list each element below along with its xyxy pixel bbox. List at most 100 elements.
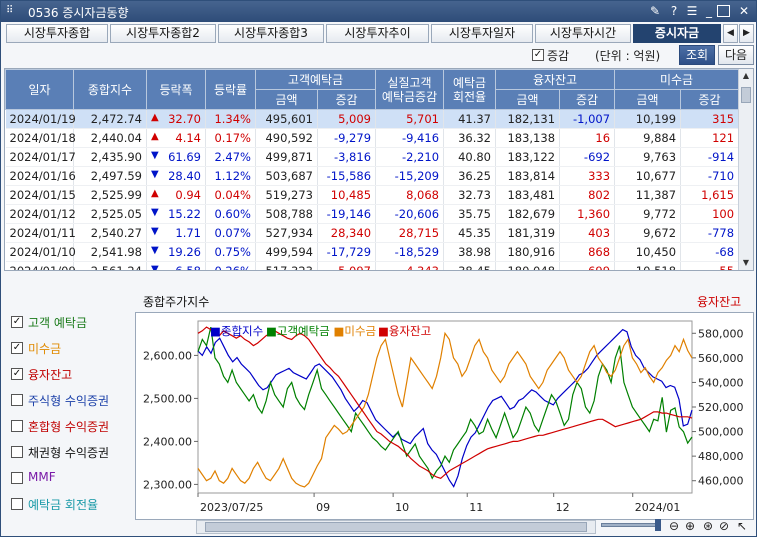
y-right-tick-label: 540,000 [698, 376, 744, 389]
col-unpaid[interactable]: 미수금 [614, 69, 740, 90]
cell-deposit-diff: 5,097 [317, 261, 377, 270]
series-checkbox[interactable] [11, 446, 23, 458]
settings-icon[interactable]: ☰ [686, 4, 698, 18]
cell-rate: 0.07% [205, 223, 256, 243]
cell-deposit-amount: 519,273 [255, 185, 318, 205]
col-real-deposit[interactable]: 실질고객 예탁금증감 [375, 69, 445, 110]
menu-grip-icon[interactable]: ⠿ [6, 5, 13, 16]
cell-real-deposit: -2,210 [375, 147, 445, 167]
down-triangle-icon: ▼ [151, 245, 159, 256]
scroll-up-icon[interactable]: ▲ [742, 71, 750, 80]
series-checkbox[interactable] [11, 498, 23, 510]
series-checkbox[interactable]: ✓ [11, 368, 23, 380]
zoom-slider[interactable] [601, 523, 661, 527]
next-button[interactable]: 다음 [718, 45, 754, 65]
zoom-in-icon[interactable]: ⊕ [685, 519, 696, 533]
legend-entry: ■미수금 [334, 324, 377, 338]
tab-market-summary-3[interactable]: 시장투자종합3 [218, 24, 324, 43]
tab-market-summary[interactable]: 시장투자종합 [6, 24, 108, 43]
title-bar: ⠿ 0536 증시자금동향 ✎ ? ☰ _ ✕ [1, 1, 756, 22]
zoom-reset-icon[interactable]: ⊘ [719, 519, 730, 533]
x-tick-label: 2023/07/25 [200, 501, 263, 514]
table-row[interactable]: 2024/01/10 2,541.98 ▼ 19.26 0.75% 499,594 -17,… [5, 242, 740, 262]
cell-margin-amount: 183,138 [495, 128, 561, 148]
tab-market-summary-2[interactable]: 시장투자종합2 [110, 24, 216, 43]
table-row[interactable]: 2024/01/16 2,497.59 ▼ 28.40 1.12% 503,687 -15,… [5, 166, 740, 186]
y-right-tick-label: 520,000 [698, 401, 744, 414]
query-button[interactable]: 조회 [679, 45, 715, 65]
tab-market-trend[interactable]: 시장투자추이 [326, 24, 429, 43]
col-unpaid-diff[interactable]: 증감 [680, 89, 740, 110]
cell-change: ▼ 1.71 [146, 223, 206, 243]
table-row[interactable]: 2024/01/18 2,440.04 ▲ 4.14 0.17% 490,592 -9,27… [5, 128, 740, 148]
cell-deposit-diff: 10,485 [317, 185, 377, 205]
col-date[interactable]: 일자 [5, 69, 74, 110]
change-checkbox[interactable]: ✓ [532, 49, 544, 61]
cell-unpaid-diff: 315 [680, 109, 740, 129]
scroll-down-icon[interactable]: ▼ [742, 258, 750, 267]
col-deposit[interactable]: 고객예탁금 [254, 69, 377, 90]
zoom-fit-icon[interactable]: ⊛ [703, 519, 714, 533]
cell-margin-amount: 180,048 [495, 261, 561, 270]
cell-real-deposit: -18,529 [375, 242, 445, 262]
series-check-label: 주식형 수익증권 [28, 394, 110, 408]
col-unpaid-amount[interactable]: 금액 [614, 89, 682, 110]
cell-change: ▼ 61.69 [146, 147, 206, 167]
cursor-tool-icon[interactable]: ↖ [737, 519, 748, 533]
chart-hscrollbar[interactable] [196, 520, 596, 534]
col-deposit-amount[interactable]: 금액 [255, 89, 318, 110]
series-checkbox[interactable]: ✓ [11, 342, 23, 354]
plot-frame [197, 320, 693, 494]
col-change[interactable]: 등락폭 [146, 69, 206, 110]
close-icon[interactable]: ✕ [738, 4, 750, 18]
series-checkbox[interactable]: ✓ [11, 316, 23, 328]
chart-area[interactable]: 2,600.00 2,500.00 2,400.00 2,300.00 580,000 5… [135, 312, 754, 520]
tab-market-date[interactable]: 시장투자일자 [431, 24, 533, 43]
table-scrollbar[interactable]: ▲ ▼ [738, 69, 753, 270]
y-right-tick-label: 500,000 [698, 426, 744, 439]
chart-svg: 2,600.00 2,500.00 2,400.00 2,300.00 580,000 5… [143, 320, 744, 514]
table-row[interactable]: 2024/01/11 2,540.27 ▼ 1.71 0.07% 527,934 28,34… [5, 223, 740, 243]
scroll-thumb[interactable] [741, 87, 751, 103]
table-row[interactable]: 2024/01/17 2,435.90 ▼ 61.69 2.47% 499,871 -3,8… [5, 147, 740, 167]
tab-market-time[interactable]: 시장투자시간 [535, 24, 631, 43]
series-checkbox[interactable] [11, 394, 23, 406]
maximize-icon[interactable] [717, 5, 730, 17]
series-checkbox[interactable] [11, 420, 23, 432]
col-margin[interactable]: 융자잔고 [495, 69, 616, 90]
col-rate[interactable]: 등락률 [205, 69, 256, 110]
cell-deposit-diff: -19,146 [317, 204, 377, 224]
series-checkbox[interactable] [11, 472, 23, 484]
y-right-tick-label: 460,000 [698, 475, 744, 488]
tab-next-icon[interactable]: ▶ [739, 24, 754, 43]
cell-unpaid-amount: 11,387 [614, 185, 682, 205]
down-triangle-icon: ▼ [151, 226, 159, 237]
zoom-slider-handle[interactable] [655, 519, 661, 531]
help-icon[interactable]: ? [670, 4, 678, 18]
table-row[interactable]: 2024/01/19 2,472.74 ▲ 32.70 1.34% 495,601 5,00… [5, 109, 740, 129]
col-margin-diff[interactable]: 증감 [559, 89, 616, 110]
tab-prev-icon[interactable]: ◀ [723, 24, 738, 43]
unit-label: (단위 : 억원) [595, 49, 661, 63]
cell-deposit-diff: -15,586 [317, 166, 377, 186]
col-margin-amount[interactable]: 금액 [495, 89, 561, 110]
minimize-icon[interactable]: _ [706, 4, 712, 18]
y-right-tick-label: 480,000 [698, 450, 744, 463]
col-index[interactable]: 종합지수 [73, 69, 147, 110]
cell-change-value: 1.71 [175, 226, 201, 240]
col-deposit-diff[interactable]: 증감 [316, 89, 377, 110]
tab-stock-funds[interactable]: 증시자금 [633, 24, 721, 43]
table-row[interactable]: 2024/01/09 2,561.24 ▼ 6.58 0.26% 517,323 5,097… [5, 261, 740, 270]
link-icon[interactable]: ✎ [649, 4, 661, 18]
col-turnover[interactable]: 예탁금 회전율 [443, 69, 497, 110]
cell-unpaid-amount: 10,518 [614, 261, 682, 270]
cell-turnover: 36.32 [443, 128, 497, 148]
cell-date: 2024/01/11 [5, 223, 76, 243]
cell-unpaid-amount: 9,763 [614, 147, 682, 167]
cell-unpaid-diff: 55 [680, 261, 740, 270]
zoom-out-icon[interactable]: ⊖ [669, 519, 680, 533]
table-row[interactable]: 2024/01/15 2,525.99 ▲ 0.94 0.04% 519,273 10,48… [5, 185, 740, 205]
table-row[interactable]: 2024/01/12 2,525.05 ▼ 15.22 0.60% 508,788 -19,… [5, 204, 740, 224]
chart-hscroll-thumb[interactable] [205, 522, 587, 532]
